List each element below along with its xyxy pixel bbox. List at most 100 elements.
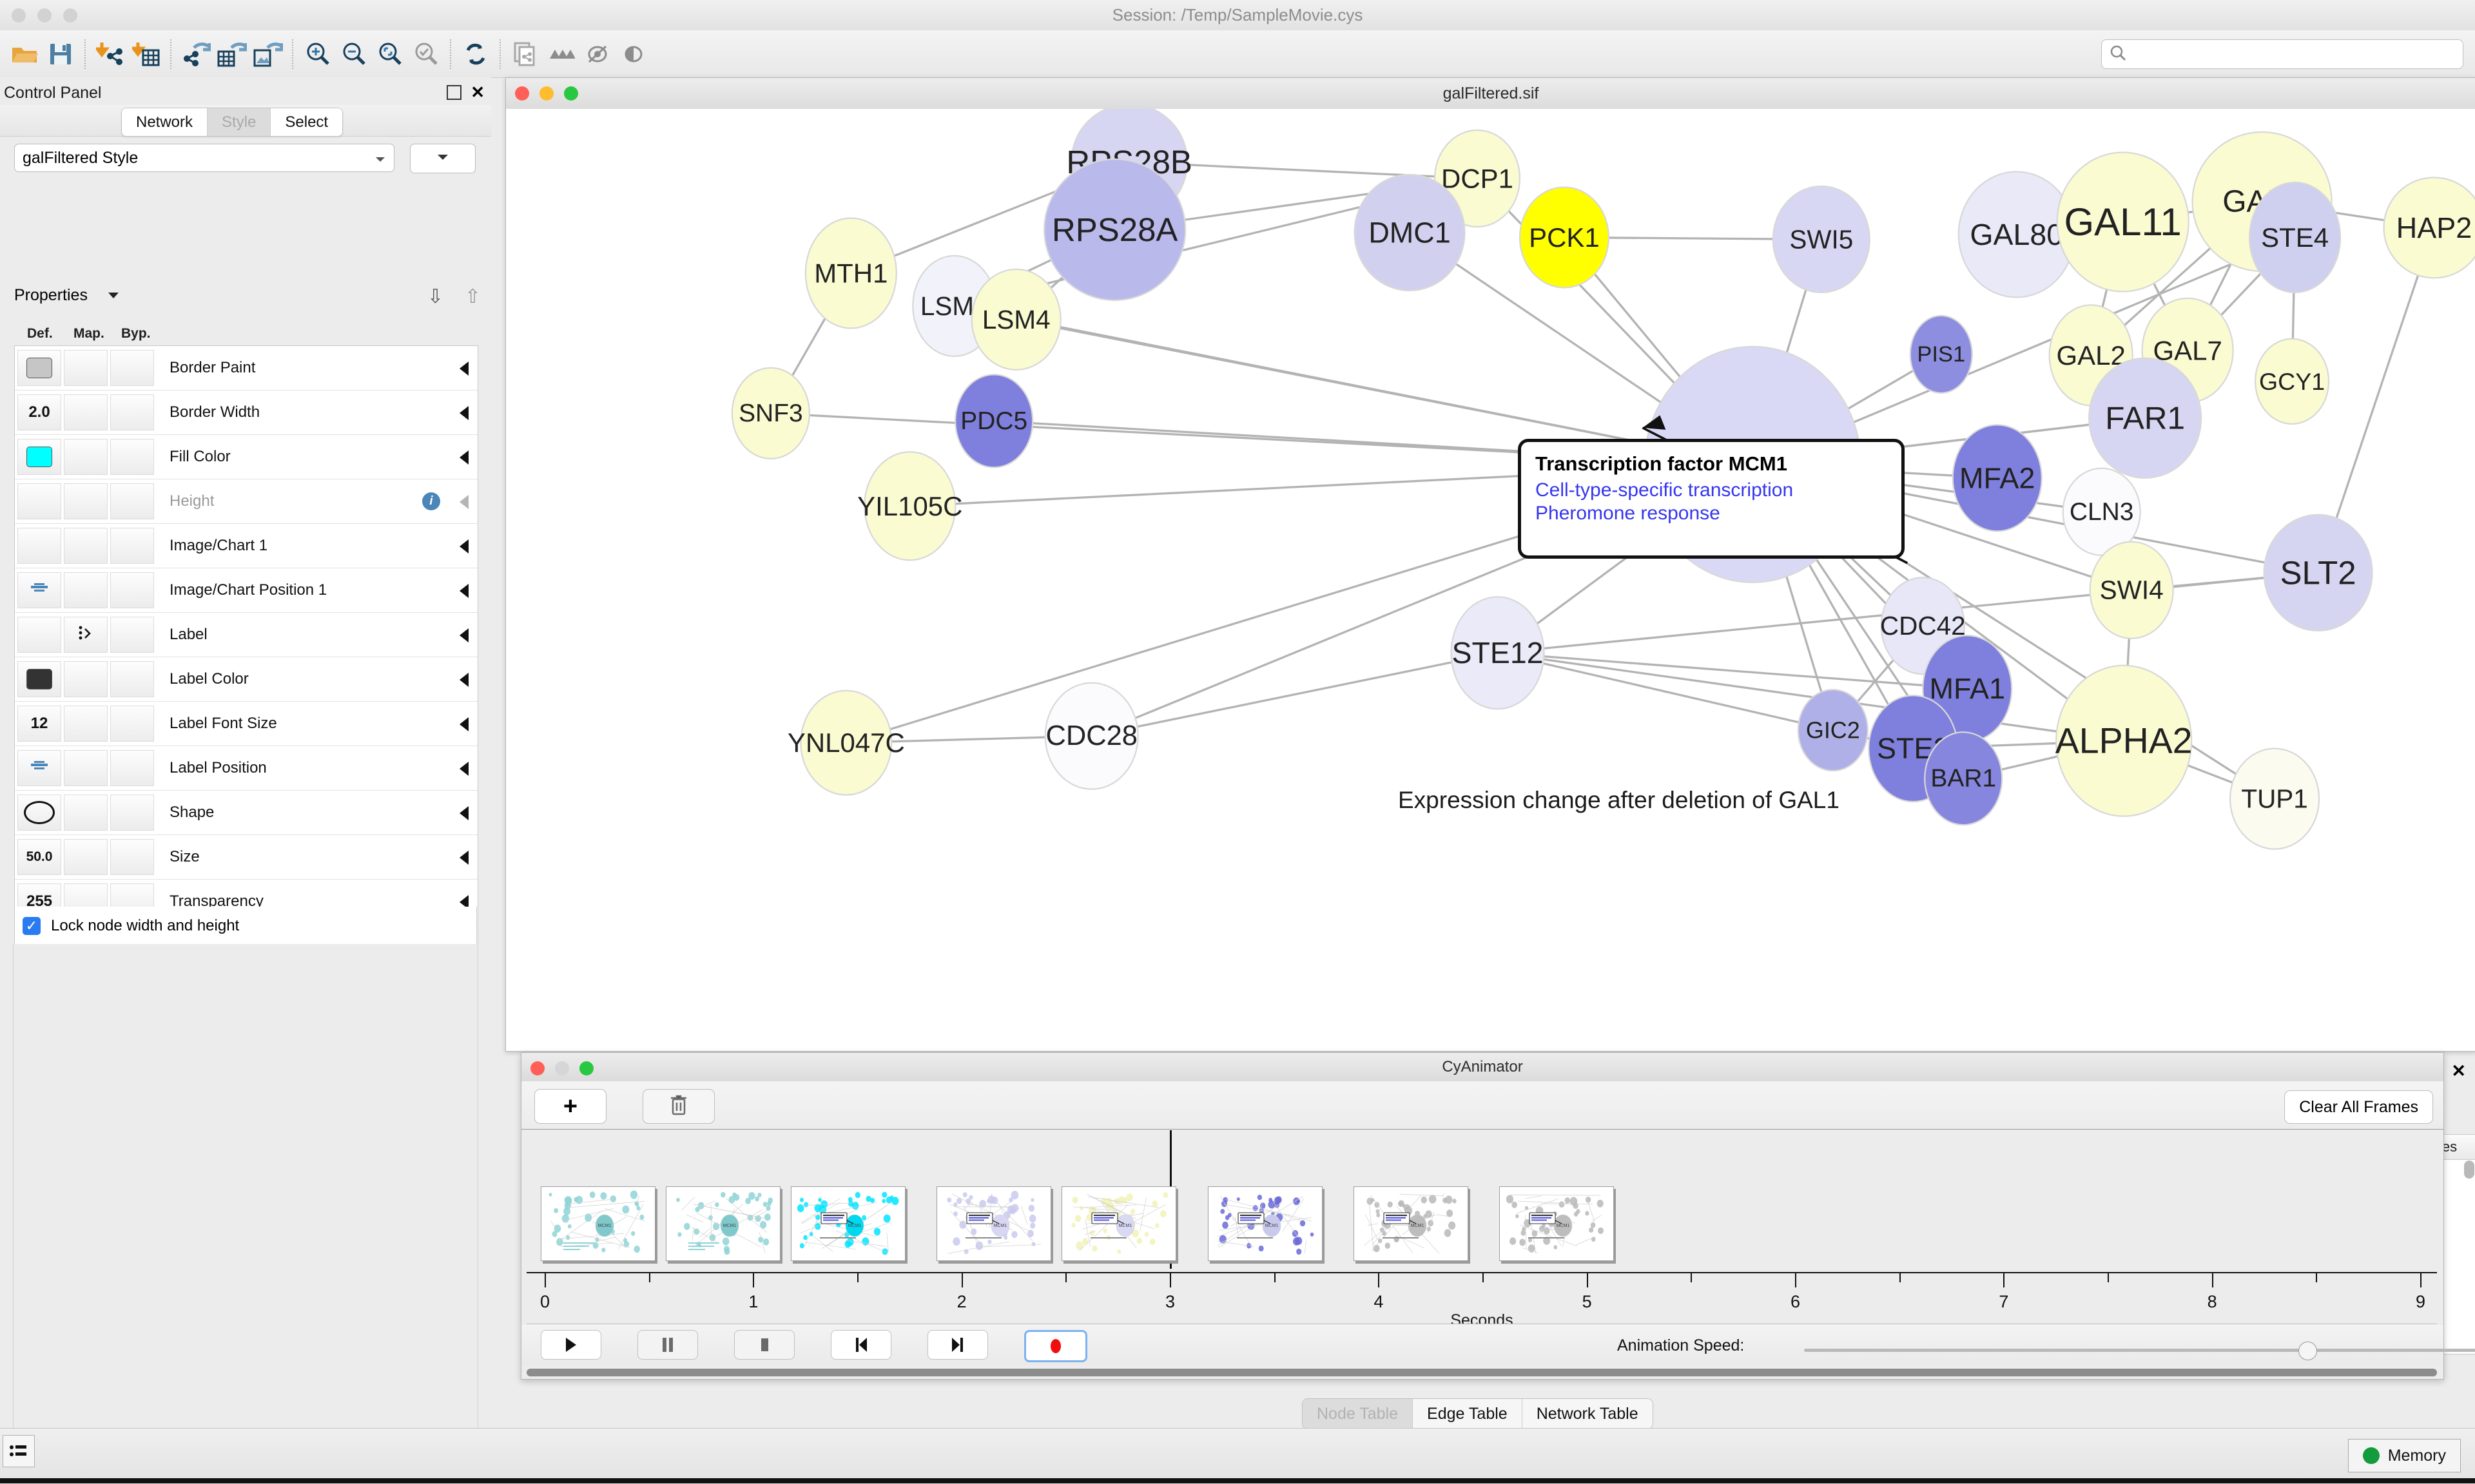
network-node[interactable]: PDC5 <box>955 374 1033 467</box>
network-node[interactable]: BAR1 <box>1925 732 2002 825</box>
maximize-icon[interactable] <box>447 85 461 100</box>
open-folder-icon[interactable] <box>6 35 43 73</box>
property-mapping-cell[interactable] <box>64 528 108 564</box>
property-default-cell[interactable] <box>17 795 61 831</box>
zoom-out-icon[interactable] <box>336 35 372 73</box>
property-mapping-cell[interactable] <box>64 483 108 519</box>
eye-icon[interactable] <box>616 35 652 73</box>
minimize-dot[interactable] <box>539 86 554 101</box>
property-row[interactable]: Fill Color <box>15 435 478 479</box>
import-table-icon[interactable] <box>128 35 164 73</box>
close-dot[interactable] <box>530 1061 545 1075</box>
lock-checkbox[interactable]: ✓ <box>23 917 41 935</box>
color-swatch[interactable] <box>26 669 52 689</box>
memory-button[interactable]: Memory <box>2348 1439 2461 1472</box>
property-mapping-cell[interactable] <box>64 795 108 831</box>
property-default-cell[interactable] <box>17 750 61 786</box>
animation-frame[interactable]: MCM1 <box>541 1186 655 1261</box>
network-node[interactable]: ALPHA2 <box>2055 666 2193 816</box>
tab-network-table[interactable]: Network Table <box>1522 1399 1653 1429</box>
network-node[interactable]: GAL11 <box>2057 152 2189 291</box>
network-node[interactable]: GCY1 <box>2255 339 2329 424</box>
import-network-icon[interactable] <box>92 35 128 73</box>
network-node[interactable]: SLT2 <box>2264 515 2373 631</box>
property-mapping-cell[interactable] <box>64 394 108 430</box>
prev-frame-button[interactable] <box>831 1330 891 1360</box>
table-scrollbar[interactable] <box>2464 1161 2474 1179</box>
property-bypass-cell[interactable] <box>110 795 154 831</box>
property-default-cell[interactable]: 2.0 <box>17 394 61 430</box>
property-mapping-cell[interactable] <box>64 706 108 742</box>
network-node[interactable]: DMC1 <box>1355 175 1465 291</box>
network-node[interactable]: YIL105C <box>857 452 962 560</box>
network-node[interactable]: LSM4 <box>972 269 1061 370</box>
timeline-scrollbar[interactable] <box>527 1369 2437 1376</box>
record-button[interactable] <box>1024 1330 1087 1362</box>
close-dot[interactable] <box>515 86 529 101</box>
next-frame-button[interactable] <box>927 1330 988 1360</box>
cyanimator-window-controls[interactable] <box>530 1061 594 1075</box>
property-bypass-cell[interactable] <box>110 350 154 386</box>
lock-node-size-row[interactable]: ✓ Lock node width and height <box>14 907 477 945</box>
property-default-cell[interactable] <box>17 439 61 475</box>
network-node[interactable]: MFA2 <box>1953 425 2042 531</box>
export-network-icon[interactable] <box>178 35 214 73</box>
network-node[interactable]: GIC2 <box>1798 689 1868 771</box>
property-bypass-cell[interactable] <box>110 617 154 653</box>
expand-arrow-icon[interactable] <box>460 851 469 865</box>
tab-network[interactable]: Network <box>122 108 208 136</box>
pause-button[interactable] <box>637 1330 698 1360</box>
property-bypass-cell[interactable] <box>110 706 154 742</box>
expand-arrow-icon[interactable] <box>460 584 469 598</box>
property-bypass-cell[interactable] <box>110 528 154 564</box>
network-node[interactable]: STE4 <box>2249 182 2340 293</box>
network-edge[interactable] <box>1497 653 1832 730</box>
network-canvas[interactable]: RPS28BDCP1RPS28ADMC1PCK1SWI5GAL80GAL11GA… <box>506 109 2475 1051</box>
add-frame-button[interactable]: + <box>534 1089 607 1124</box>
expand-arrow-icon[interactable] <box>460 628 469 642</box>
property-row[interactable]: Image/Chart Position 1 <box>15 568 478 613</box>
property-row[interactable]: Label Position <box>15 746 478 791</box>
stop-button[interactable] <box>734 1330 795 1360</box>
network-node[interactable]: PIS1 <box>1910 316 1972 393</box>
property-default-cell[interactable]: 12 <box>17 706 61 742</box>
hide-selected-icon[interactable] <box>543 35 579 73</box>
network-node[interactable]: MTH1 <box>806 218 897 328</box>
color-swatch[interactable] <box>26 358 52 378</box>
property-row[interactable]: Border Paint <box>15 346 478 390</box>
network-node[interactable]: PCK1 <box>1520 187 1609 287</box>
property-default-cell[interactable]: 50.0 <box>17 839 61 875</box>
animation-frame[interactable]: MCM1 <box>937 1186 1051 1261</box>
play-button[interactable] <box>541 1330 601 1360</box>
property-default-cell[interactable] <box>17 350 61 386</box>
property-mapping-cell[interactable] <box>64 750 108 786</box>
delete-frame-button[interactable] <box>643 1089 715 1124</box>
export-table-icon[interactable] <box>214 35 250 73</box>
expand-arrow-icon[interactable] <box>460 495 469 509</box>
property-mapping-cell[interactable] <box>64 572 108 608</box>
network-edge[interactable] <box>1092 653 1498 736</box>
network-node[interactable]: CDC28 <box>1045 683 1138 789</box>
animation-frame[interactable]: MCM1 <box>666 1186 781 1261</box>
property-row[interactable]: Label <box>15 613 478 657</box>
property-bypass-cell[interactable] <box>110 839 154 875</box>
refresh-icon[interactable] <box>458 35 494 73</box>
expand-arrow-icon[interactable] <box>460 717 469 731</box>
tab-edge-table[interactable]: Edge Table <box>1413 1399 1522 1429</box>
chevron-down-icon[interactable] <box>108 293 119 298</box>
property-row[interactable]: Image/Chart 1 <box>15 524 478 568</box>
property-mapping-cell[interactable] <box>64 617 108 653</box>
clear-all-frames-button[interactable]: Clear All Frames <box>2284 1090 2433 1124</box>
expand-arrow-icon[interactable] <box>460 450 469 465</box>
property-mapping-cell[interactable] <box>64 439 108 475</box>
animation-frame[interactable]: MCM1 <box>791 1186 906 1261</box>
property-default-cell[interactable] <box>17 572 61 608</box>
expand-arrow-icon[interactable] <box>460 406 469 420</box>
expand-arrow-icon[interactable] <box>460 539 469 554</box>
property-bypass-cell[interactable] <box>110 572 154 608</box>
property-bypass-cell[interactable] <box>110 483 154 519</box>
